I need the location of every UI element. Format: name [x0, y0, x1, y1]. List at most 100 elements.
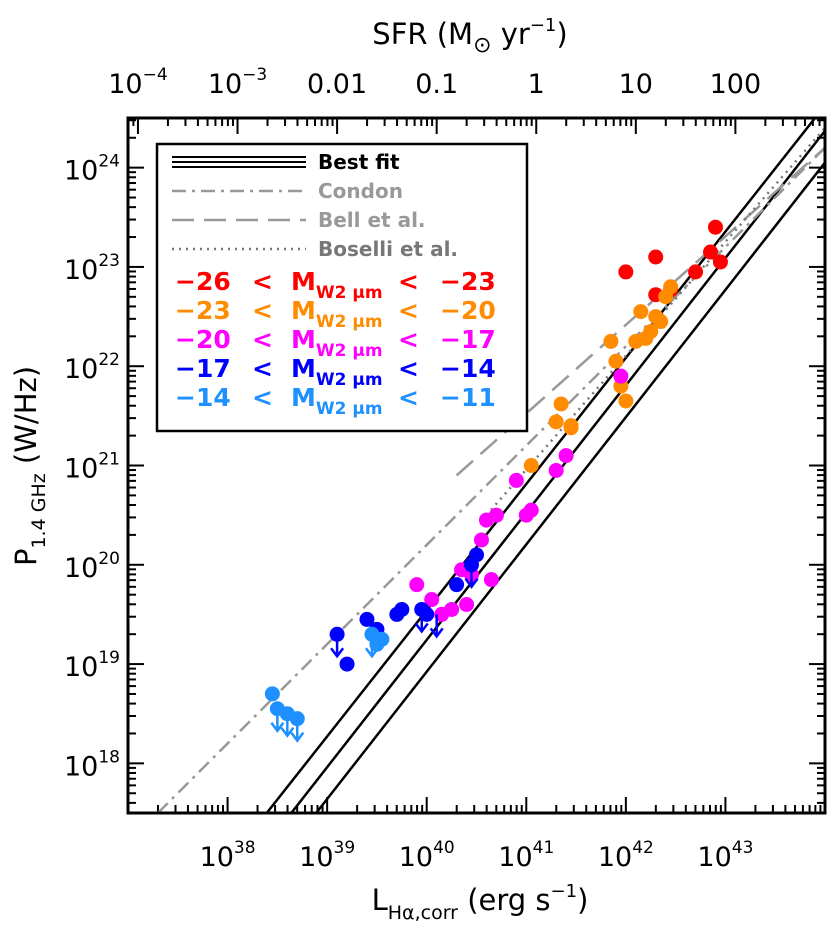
legend-bin-magnitude: MW2 μm [291, 325, 383, 361]
legend-label: Bell et al. [318, 208, 426, 232]
legend-bin-text: −17 [440, 325, 496, 354]
legend-label: Condon [318, 179, 403, 203]
data-point [424, 592, 440, 608]
legend-bin: −14 < < −11 MW2 μm [175, 383, 496, 419]
sun-symbol: ⊙ [473, 33, 491, 58]
upper-limit-head [464, 578, 479, 589]
y-tick-label: 1019 [64, 648, 120, 683]
y-axis-title-main: P [9, 549, 43, 567]
upper-limit-head [364, 647, 379, 659]
data-point [459, 597, 475, 612]
legend-bin-text: −23 [440, 267, 496, 296]
x-tick-label: 1042 [598, 838, 654, 873]
y-axis-title-sub: 1.4 GHz [28, 473, 50, 548]
data-point [469, 547, 484, 563]
legend-bin-text: −14 [440, 354, 496, 383]
legend-bin-magnitude: MW2 μm [291, 296, 383, 332]
legend-bin-text: < [252, 383, 273, 412]
legend-box [155, 142, 529, 433]
legend-label: Boselli et al. [318, 237, 458, 261]
data-point [653, 314, 669, 330]
y-tick-label: 1022 [64, 350, 120, 385]
legend-bin-magnitude: MW2 μm [291, 383, 383, 419]
legend-bin-text: < [398, 383, 419, 412]
data-point [603, 333, 619, 349]
legend-bin-text: −14 [175, 383, 231, 412]
x-tick-label: 1040 [399, 838, 455, 873]
legend-label: Best fit [318, 150, 400, 174]
top-axis-title-exp: −1 [530, 15, 557, 36]
legend-bin-text: < [398, 267, 419, 296]
data-point [558, 448, 574, 464]
x-tick-label: 1039 [299, 838, 355, 873]
data-point [702, 244, 718, 260]
tick-labels-layer: 1038 1039 1040 1041 1042 1043 1018 1019 1020 1021… [64, 65, 761, 873]
line-best-fit [289, 128, 825, 813]
top-tick-label: 10−3 [208, 65, 267, 100]
upper-limit-arrow [364, 634, 379, 659]
line-best-fit [265, 118, 817, 813]
legend-bin-text: < [252, 267, 273, 296]
data-point [548, 414, 564, 430]
top-tick-label: 10 [619, 69, 653, 100]
line-best-fit [314, 160, 825, 813]
top-axis-title-text: SFR (M [372, 17, 473, 51]
data-point [707, 219, 723, 235]
y-tick-label: 1021 [64, 450, 120, 485]
upper-limit-head [330, 647, 345, 659]
data-point [483, 572, 499, 588]
data-point [523, 458, 539, 473]
legend-bin-text: < [252, 354, 273, 383]
y-tick-label: 1024 [64, 152, 120, 187]
x-axis-title: LHα,corr (erg s−1) [372, 881, 589, 924]
legend: Best fit Condon Bell et al. Boselli et al. −… [155, 142, 529, 433]
legend-bin-text: −11 [440, 383, 496, 412]
legend-bin-text: −23 [175, 296, 231, 325]
data-point [473, 532, 489, 548]
legend-bin: −23 < < −20 MW2 μm [175, 296, 496, 332]
x-axis-title-close: ) [577, 883, 588, 917]
data-point [523, 502, 539, 518]
legend-bin-text: −20 [175, 325, 231, 354]
legend-bin: −26 < < −23 MW2 μm [175, 267, 496, 303]
y-tick-label: 1020 [64, 549, 120, 584]
data-point [688, 264, 704, 280]
upper-limit-head [290, 731, 305, 743]
data-point [553, 396, 569, 412]
legend-bin-text: < [252, 325, 273, 354]
x-tick-label: 1043 [697, 838, 753, 873]
legend-bin-text: −26 [175, 267, 231, 296]
data-point [374, 631, 390, 647]
upper-limit-arrow [280, 713, 295, 738]
data-point [488, 507, 504, 523]
legend-bin-text: −17 [175, 354, 231, 383]
legend-bin-text: < [252, 296, 273, 325]
data-point [444, 601, 460, 617]
top-tick-label: 0.01 [307, 69, 367, 100]
y-tick-label: 1023 [64, 251, 120, 286]
x-axis-title-exp: −1 [551, 881, 578, 902]
legend-bin: −17 < < −14 MW2 μm [175, 354, 496, 390]
data-point [663, 279, 679, 295]
upper-limit-arrow [330, 634, 345, 659]
data-point [563, 418, 579, 434]
data-point [339, 656, 355, 672]
legend-bin-text: < [398, 296, 419, 325]
upper-limit-head [414, 622, 429, 634]
y-tick-label: 1018 [64, 747, 120, 782]
top-tick-label: 1 [528, 69, 545, 100]
data-point [359, 611, 375, 627]
legend-bin-text: < [398, 354, 419, 383]
x-tick-label: 1041 [498, 838, 554, 873]
y-axis-title: P1.4 GHz (W/Hz) [9, 366, 50, 566]
x-axis-title-unit: (erg s [458, 883, 551, 917]
top-tick-label: 100 [710, 69, 762, 100]
top-axis-title: SFR (M⊙ yr−1) [372, 15, 567, 58]
data-points-layer [264, 219, 728, 743]
upper-limit-head [270, 722, 285, 733]
data-point [394, 601, 410, 617]
legend-bin-magnitude: MW2 μm [291, 267, 383, 303]
data-point [618, 264, 634, 280]
legend-bin-text: < [398, 325, 419, 354]
